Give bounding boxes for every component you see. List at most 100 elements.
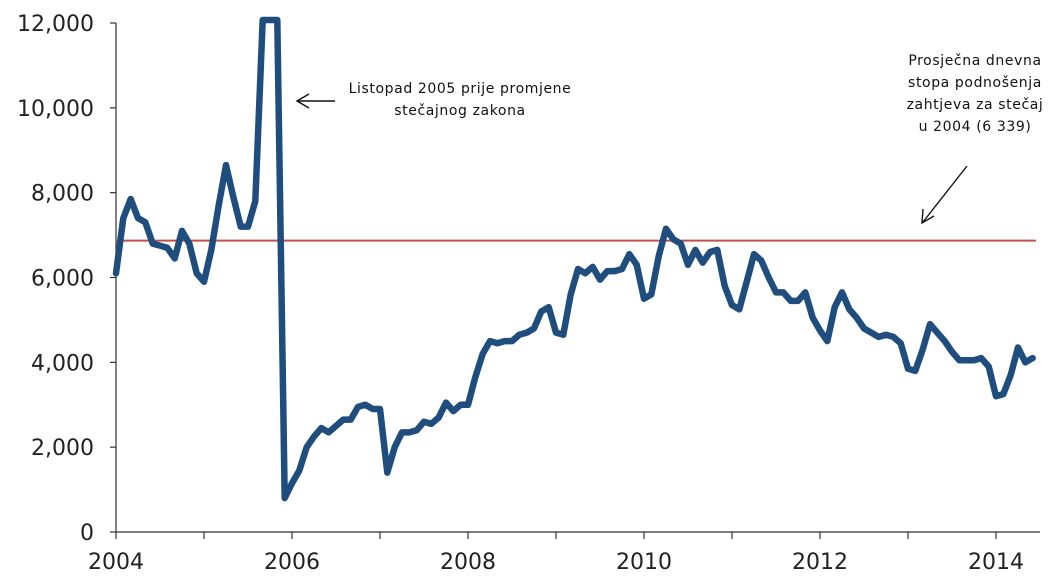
data-point: [1023, 360, 1027, 364]
data-point: [943, 339, 947, 343]
data-point: [422, 420, 426, 424]
data-point: [796, 299, 800, 303]
annotation-average-2004: Prosječna dnevna stopa podnošenja zahtje…: [907, 53, 1044, 225]
data-point: [253, 199, 257, 203]
data-point: [202, 280, 206, 284]
annotation-avg-line2: stopa podnošenja: [908, 75, 1042, 91]
data-point: [437, 415, 441, 419]
data-point: [459, 403, 463, 407]
data-point: [774, 290, 778, 294]
data-point: [349, 418, 353, 422]
data-point: [979, 356, 983, 360]
data-point: [664, 227, 668, 231]
x-tick-label: 2004: [88, 550, 144, 575]
data-point: [283, 496, 287, 500]
data-point: [715, 248, 719, 252]
data-point: [994, 394, 998, 398]
data-point: [246, 225, 250, 229]
data-point: [605, 269, 609, 273]
annotation-oct2005-line1: Listopad 2005 prije promjene: [349, 81, 572, 97]
data-point: [891, 335, 895, 339]
data-point: [114, 271, 118, 275]
data-point: [268, 18, 272, 22]
data-point: [517, 333, 521, 337]
data-point: [231, 195, 235, 199]
data-point: [371, 407, 375, 411]
data-point: [693, 248, 697, 252]
data-point: [1009, 373, 1013, 377]
x-tick-label: 2010: [616, 550, 672, 575]
data-point: [884, 333, 888, 337]
data-point: [965, 358, 969, 362]
data-point: [195, 271, 199, 275]
data-point: [686, 263, 690, 267]
data-point: [745, 280, 749, 284]
annotation-oct2005-line2: stečajnog zakona: [394, 103, 526, 119]
data-point: [620, 267, 624, 271]
data-point: [121, 216, 125, 220]
data-point: [407, 430, 411, 434]
data-point: [913, 369, 917, 373]
data-point: [591, 265, 595, 269]
data-point: [297, 468, 301, 472]
data-point: [444, 401, 448, 405]
data-point: [393, 445, 397, 449]
data-point: [649, 292, 653, 296]
y-tick-label: 8,000: [31, 182, 94, 207]
annotation-avg-line3: zahtjeva za stečaj: [907, 97, 1044, 113]
data-point: [334, 424, 338, 428]
y-tick-label: 10,000: [17, 97, 94, 122]
arrow-down-left-icon: [921, 165, 968, 225]
data-point: [840, 290, 844, 294]
data-point: [928, 322, 932, 326]
data-point: [187, 242, 191, 246]
data-point: [429, 422, 433, 426]
data-point: [451, 409, 455, 413]
data-point: [972, 358, 976, 362]
data-point: [532, 326, 536, 330]
data-point: [385, 471, 389, 475]
data-point: [356, 405, 360, 409]
data-point: [129, 197, 133, 201]
data-point: [671, 237, 675, 241]
data-point: [877, 335, 881, 339]
data-point: [327, 430, 331, 434]
data-point: [759, 259, 763, 263]
data-point: [935, 331, 939, 335]
data-point: [627, 252, 631, 256]
data-point: [158, 244, 162, 248]
data-point: [679, 242, 683, 246]
y-tick-label: 2,000: [31, 436, 94, 461]
data-point: [847, 307, 851, 311]
y-tick-label: 12,000: [17, 12, 94, 37]
data-point: [789, 299, 793, 303]
data-point: [341, 418, 345, 422]
series-line: [112, 16, 1036, 502]
annotation-avg-line1: Prosječna dnevna: [908, 53, 1041, 69]
x-axis: 2004 2006 2008 2010 2012 2014: [88, 531, 1040, 575]
data-point: [957, 358, 961, 362]
data-point: [217, 203, 221, 207]
data-point: [547, 305, 551, 309]
data-point: [319, 426, 323, 430]
data-point: [730, 303, 734, 307]
data-point: [275, 18, 279, 22]
data-point: [510, 339, 514, 343]
y-tick-label: 4,000: [31, 351, 94, 376]
data-point: [987, 365, 991, 369]
data-point: [165, 246, 169, 250]
data-point: [869, 331, 873, 335]
x-tick-label: 2008: [440, 550, 496, 575]
data-point: [862, 326, 866, 330]
data-point: [781, 290, 785, 294]
data-point: [833, 305, 837, 309]
data-point: [495, 341, 499, 345]
data-point: [561, 333, 565, 337]
data-point: [473, 375, 477, 379]
data-point: [825, 339, 829, 343]
data-point: [921, 348, 925, 352]
data-point: [539, 309, 543, 313]
data-point: [1016, 345, 1020, 349]
data-point: [576, 267, 580, 271]
